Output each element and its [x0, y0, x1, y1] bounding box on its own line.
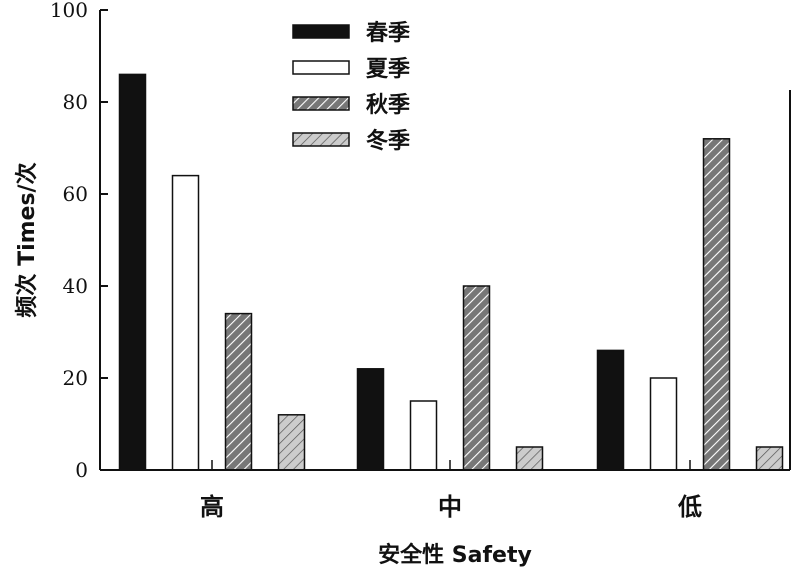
bar-1-2: [171, 174, 200, 471]
legend-label: 夏季: [366, 57, 410, 82]
legend-label: 冬季: [366, 128, 410, 154]
bar-2-4: [515, 446, 544, 471]
bar-2-1: [356, 368, 385, 471]
bar-2-2: [409, 400, 438, 471]
x-axis-label: 安全性 Safety: [378, 542, 532, 568]
y-axis-label: 频次 Times/次: [14, 162, 40, 317]
axes-layer: 高 中 低 0 20 40 60 80 100: [50, 0, 791, 521]
bar-1-3: [224, 312, 253, 471]
legend-label: 春季: [366, 21, 410, 46]
x-tick-label: 高: [200, 493, 224, 521]
bar-3-2: [649, 377, 678, 471]
y-tick-label: 20: [63, 366, 88, 390]
y-tick-label: 100: [50, 0, 88, 22]
bar-2-3: [462, 285, 491, 471]
bars-layer: [118, 73, 784, 471]
bar-3-4: [755, 446, 784, 471]
bar-1-1: [118, 73, 147, 471]
bar-1-4: [277, 414, 306, 471]
legend-swatch: [292, 24, 350, 39]
y-tick-label: 0: [75, 458, 88, 482]
y-tick-label: 80: [63, 90, 88, 114]
legend-swatch: [292, 132, 350, 147]
x-tick-label: 低: [677, 493, 702, 521]
legend-swatch: [292, 60, 350, 75]
y-tick-label: 40: [63, 274, 88, 298]
legend-label: 秋季: [366, 93, 410, 118]
bar-3-3: [702, 138, 731, 471]
bar-3-1: [596, 349, 625, 471]
legend-swatch: [292, 96, 350, 111]
x-tick-label: 中: [438, 493, 462, 521]
y-tick-label: 60: [63, 182, 88, 206]
